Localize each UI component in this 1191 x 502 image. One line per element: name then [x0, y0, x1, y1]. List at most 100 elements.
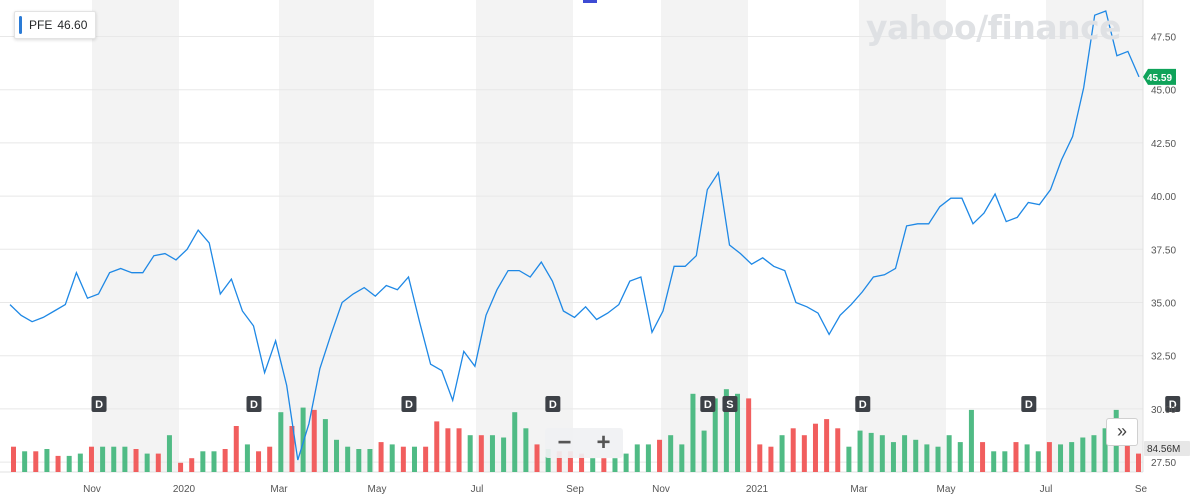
x-tick-label: May [368, 484, 387, 495]
zoom-in-button[interactable]: + [596, 429, 611, 456]
volume-bar [322, 419, 328, 472]
volume-bar [1013, 442, 1019, 472]
zoom-out-button[interactable]: − [557, 429, 572, 456]
event-marker-box [855, 396, 871, 412]
volume-bar [645, 444, 651, 472]
month-band [859, 0, 946, 472]
volume-bar [835, 428, 841, 472]
event-marker: D [700, 396, 716, 412]
x-tick-label: 2020 [173, 484, 196, 495]
y-tick-label: 42.50 [1151, 139, 1176, 150]
volume-bar [790, 428, 796, 472]
volume-bar [1102, 428, 1108, 472]
volume-bar [267, 446, 273, 472]
volume-bar [701, 430, 707, 472]
month-band [92, 0, 179, 472]
event-marker-label: D [250, 399, 258, 411]
month-band [279, 0, 374, 472]
volume-bar [957, 442, 963, 472]
volume-bar [690, 393, 696, 472]
volume-bar [233, 426, 239, 472]
volume-bar [946, 435, 952, 472]
volume-bars [11, 389, 1141, 472]
volume-bar [244, 444, 250, 472]
volume-bar [77, 453, 83, 472]
ticker-value: 46.60 [57, 18, 88, 32]
y-axis: 27.50 30.00 32.50 35.00 37.50 40.00 42.50 45.00… [1151, 33, 1176, 470]
volume-bar [879, 435, 885, 472]
volume-bar [757, 444, 763, 472]
event-marker-box [91, 396, 107, 412]
volume-bar [857, 430, 863, 472]
volume-bar [489, 435, 495, 472]
volume-bar [289, 426, 295, 472]
volume-bar [1002, 451, 1008, 472]
volume-bar [88, 446, 94, 472]
volume-bar [345, 446, 351, 472]
event-marker-label: D [405, 399, 413, 411]
volume-bar [367, 449, 373, 472]
volume-badge [1144, 441, 1190, 456]
y-tick-label: 35.00 [1151, 299, 1176, 310]
event-marker-label: D [704, 399, 712, 411]
volume-bar [556, 451, 562, 472]
event-marker: D [1021, 396, 1037, 412]
range-indicator [583, 0, 597, 3]
volume-bar [980, 442, 986, 472]
volume-bar [44, 449, 50, 472]
x-tick-label: Jul [1040, 484, 1053, 495]
volume-bar [423, 446, 429, 472]
volume-bar [1069, 442, 1075, 472]
x-axis: Nov 2020 Mar May Jul Sep Nov 2021 Mar May Jul Se [83, 484, 1147, 495]
volume-bar [334, 439, 340, 472]
volume-bar [812, 423, 818, 472]
volume-bar [200, 451, 206, 472]
volume-bar [590, 458, 596, 472]
volume-bar [155, 453, 161, 472]
volume-bar [668, 435, 674, 472]
event-marker-box [401, 396, 417, 412]
volume-bar [55, 455, 61, 472]
event-marker: D [246, 396, 262, 412]
volume-bar [434, 421, 440, 472]
current-price-label: 45.59 [1147, 73, 1172, 84]
volume-bar [1091, 435, 1097, 472]
volume-bar [902, 435, 908, 472]
month-band [661, 0, 748, 472]
x-tick-label: Sep [566, 484, 584, 495]
price-line [9, 10, 1140, 461]
event-marker-label: D [95, 399, 103, 411]
volume-bar [746, 398, 752, 472]
zoom-controls: − + [545, 428, 623, 458]
volume-bar [478, 435, 484, 472]
volume-bar [545, 449, 551, 472]
price-series-line [9, 10, 1140, 461]
y-tick-label: 37.50 [1151, 245, 1176, 256]
x-tick-label: Mar [270, 484, 288, 495]
expand-icon[interactable]: » [1106, 418, 1138, 446]
ticker-badge[interactable]: PFE 46.60 [14, 11, 97, 39]
volume-bar [11, 446, 16, 472]
volume-bar [378, 442, 384, 472]
volume-bar [1058, 444, 1064, 472]
volume-bar [389, 444, 395, 472]
volume-bar [779, 435, 785, 472]
volume-bar [166, 435, 172, 472]
volume-bar [601, 458, 607, 472]
volume-bar [66, 455, 72, 472]
axis-badges: 45.59 84.56M [1143, 68, 1190, 456]
volume-bar [512, 412, 518, 472]
volume-bar [1035, 451, 1041, 472]
event-marker: D [91, 396, 107, 412]
volume-bar [1046, 442, 1052, 472]
volume-bar [935, 446, 941, 472]
series-color-icon [19, 16, 22, 34]
volume-bar [679, 444, 685, 472]
event-marker: S [722, 396, 738, 412]
volume-bar [400, 446, 406, 472]
month-bands [92, 0, 1143, 472]
x-tick-label: Nov [652, 484, 670, 495]
volume-bar [612, 458, 618, 472]
